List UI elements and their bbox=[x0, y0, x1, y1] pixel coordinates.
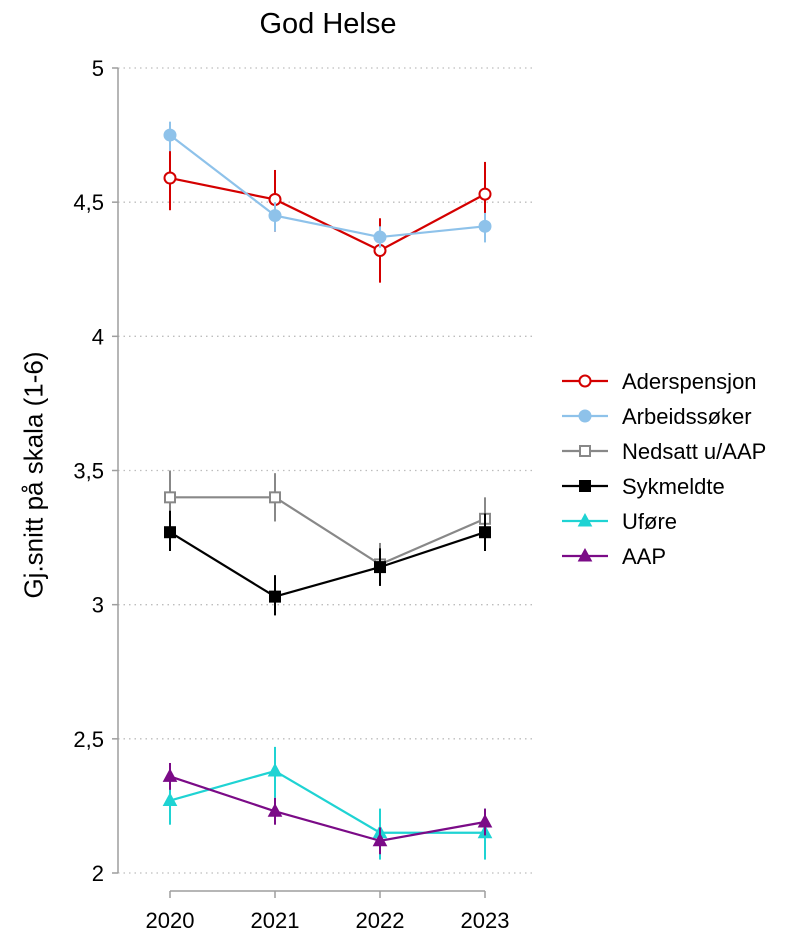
series-4 bbox=[162, 746, 493, 860]
series-line bbox=[169, 531, 486, 598]
data-point bbox=[269, 491, 281, 504]
data-point bbox=[269, 590, 281, 603]
data-point bbox=[478, 187, 492, 201]
series-1 bbox=[163, 121, 492, 248]
legend-marker bbox=[577, 547, 593, 562]
y-tick-label: 2 bbox=[92, 861, 104, 886]
legend-marker bbox=[579, 445, 591, 457]
data-point bbox=[267, 803, 283, 817]
data-point bbox=[373, 230, 387, 244]
series-line bbox=[169, 176, 486, 252]
series-line bbox=[169, 775, 486, 842]
x-tick-label: 2022 bbox=[356, 908, 405, 933]
data-point bbox=[479, 526, 491, 539]
series-3 bbox=[164, 510, 491, 616]
data-point bbox=[162, 768, 178, 782]
series-line bbox=[170, 496, 486, 566]
legend-item: Sykmeldte bbox=[562, 474, 725, 499]
data-point bbox=[162, 792, 178, 807]
data-point bbox=[374, 561, 386, 574]
data-point bbox=[163, 128, 177, 142]
legend-item: AAP bbox=[562, 544, 666, 569]
legend-label: Arbeidssøker bbox=[622, 404, 752, 429]
chart-title: God Helse bbox=[259, 8, 397, 40]
legend-marker bbox=[578, 374, 592, 388]
y-tick-label: 3,5 bbox=[73, 459, 104, 484]
legend-label: Nedsatt u/AAP bbox=[622, 439, 766, 464]
y-tick-label: 4,5 bbox=[73, 190, 104, 215]
x-tick-label: 2023 bbox=[461, 908, 510, 933]
data-point bbox=[267, 762, 283, 777]
legend: Aderspensjon Arbeidssøker Nedsatt u/AAP Syk… bbox=[562, 369, 766, 569]
series-layer bbox=[162, 121, 493, 860]
legend-marker bbox=[577, 512, 593, 527]
x-tick-label: 2021 bbox=[251, 908, 300, 933]
data-point bbox=[478, 219, 492, 233]
legend-marker bbox=[579, 480, 591, 492]
series-line bbox=[169, 769, 485, 834]
data-point bbox=[164, 491, 176, 504]
legend-label: Aderspensjon bbox=[622, 369, 757, 394]
y-tick-label: 3 bbox=[92, 593, 104, 618]
series-line bbox=[169, 134, 486, 239]
legend-label: Sykmeldte bbox=[622, 474, 725, 499]
legend-label: Uføre bbox=[622, 509, 677, 534]
legend-label: AAP bbox=[622, 544, 666, 569]
series-2 bbox=[164, 470, 491, 586]
legend-marker bbox=[578, 409, 592, 423]
data-point bbox=[477, 813, 493, 828]
grid-lines bbox=[118, 67, 535, 874]
legend-item: Nedsatt u/AAP bbox=[562, 439, 766, 464]
data-point bbox=[268, 209, 282, 223]
x-tick-label: 2020 bbox=[146, 908, 195, 933]
data-point bbox=[163, 171, 177, 185]
data-point bbox=[164, 526, 176, 539]
y-tick-label: 2,5 bbox=[73, 727, 104, 752]
series-5 bbox=[162, 762, 493, 855]
y-tick-label: 5 bbox=[92, 56, 104, 81]
y-tick-label: 4 bbox=[92, 324, 104, 349]
legend-item: Uføre bbox=[562, 509, 677, 534]
axes: 2 2,5 3 3,5 4 4,5 5 2020 2021 2022 2023 bbox=[73, 56, 509, 933]
legend-item: Aderspensjon bbox=[562, 369, 757, 394]
legend-item: Arbeidssøker bbox=[562, 404, 752, 429]
data-point bbox=[372, 832, 388, 847]
